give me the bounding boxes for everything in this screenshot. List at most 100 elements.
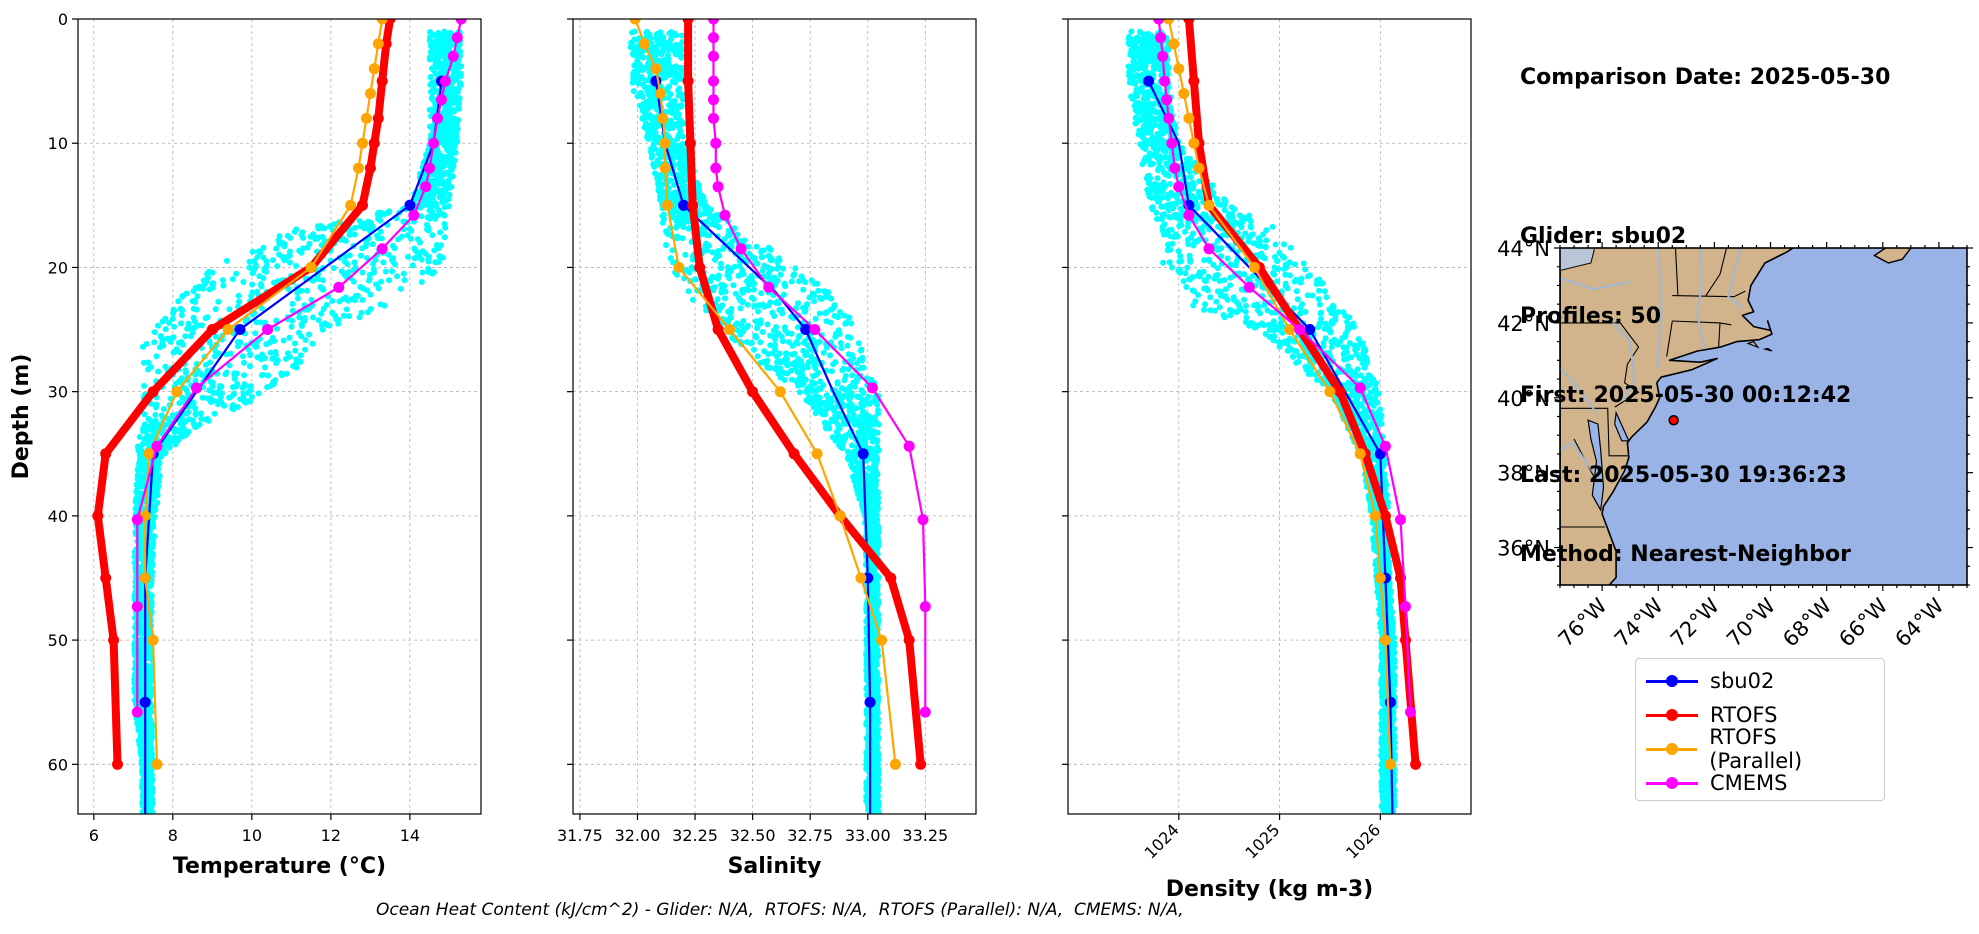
glider-scatter-point: [744, 301, 751, 308]
glider-scatter-point: [151, 533, 158, 540]
glider-scatter-point: [166, 320, 173, 326]
glider-scatter-point: [803, 397, 810, 404]
glider-scatter-point: [428, 177, 435, 184]
glider-scatter-point: [777, 374, 784, 381]
glider-scatter-point: [207, 378, 214, 385]
glider-scatter-point: [274, 357, 281, 364]
series-marker: [376, 75, 388, 87]
glider-scatter-point: [257, 319, 264, 326]
glider-scatter-point: [874, 401, 881, 408]
glider-scatter-point: [149, 809, 156, 814]
glider-scatter-point: [351, 231, 358, 238]
glider-scatter-point: [728, 305, 735, 312]
glider-scatter-point: [223, 257, 230, 264]
glider-scatter-point: [836, 410, 843, 417]
series-rtofs-parallel-: [139, 19, 388, 770]
glider-scatter-point: [434, 31, 441, 38]
series-marker: [432, 112, 443, 124]
glider-scatter-point: [788, 278, 795, 285]
glider-scatter-point: [816, 310, 823, 317]
glider-scatter-point: [178, 320, 184, 327]
glider-scatter-point: [788, 361, 795, 368]
series-marker: [305, 261, 317, 273]
glider-scatter-point: [862, 419, 869, 426]
glider-scatter-point: [456, 100, 462, 107]
glider-scatter-point: [440, 211, 447, 218]
glider-scatter-point: [257, 249, 264, 256]
series-marker: [147, 634, 159, 646]
glider-scatter-point: [804, 364, 811, 371]
glider-scatter-point: [646, 103, 653, 109]
glider-scatter-point: [420, 200, 427, 207]
glider-scatter-point: [682, 146, 688, 153]
glider-scatter-point: [263, 258, 270, 265]
glider-scatter-point: [665, 45, 672, 52]
glider-scatter-point: [862, 415, 869, 422]
glider-scatter-point: [716, 252, 723, 259]
glider-scatter-point: [431, 56, 438, 63]
glider-scatter-point: [196, 421, 203, 428]
glider-scatter-point: [193, 306, 200, 313]
glider-scatter-point: [736, 262, 743, 269]
glider-scatter-point: [678, 52, 685, 59]
glider-scatter-point: [241, 359, 247, 366]
glider-scatter-point: [244, 389, 251, 396]
glider-scatter-point: [294, 295, 301, 302]
glider-scatter-point: [296, 314, 303, 321]
glider-scatter-point: [785, 339, 792, 345]
glider-scatter-point: [837, 340, 844, 346]
glider-scatter-point: [318, 310, 325, 317]
glider-scatter-point: [430, 187, 437, 194]
glider-scatter-point: [345, 297, 352, 304]
axes-frame: [77, 18, 482, 815]
glider-scatter-point: [151, 339, 158, 346]
glider-scatter-point: [254, 254, 261, 261]
glider-scatter-point: [659, 213, 666, 219]
glider-scatter-point: [629, 29, 635, 36]
glider-scatter-point: [359, 297, 366, 303]
glider-scatter-point: [154, 499, 161, 506]
glider-scatter-point: [450, 108, 457, 115]
glider-scatter-point: [442, 57, 449, 63]
series-line: [144, 19, 384, 766]
glider-scatter-point: [356, 218, 363, 224]
glider-scatter-point: [234, 380, 241, 387]
glider-scatter-point: [784, 356, 790, 363]
glider-scatter-point: [148, 677, 155, 683]
glider-scatter-point: [789, 351, 796, 358]
glider-scatter-point: [817, 378, 824, 385]
glider-scatter-point: [764, 357, 771, 364]
glider-scatter-point: [714, 296, 721, 303]
glider-scatter-point: [192, 377, 199, 384]
glider-scatter-point: [375, 209, 382, 216]
glider-scatter-point: [136, 739, 143, 746]
glider-scatter-point: [239, 384, 246, 391]
glider-scatter-point: [190, 401, 197, 408]
glider-scatter-point: [176, 349, 183, 356]
x-tick-label: 12: [321, 826, 341, 845]
glider-scatter-point: [253, 343, 260, 350]
glider-scatter-point: [846, 408, 853, 415]
glider-scatter-point: [672, 63, 679, 70]
glider-scatter-point: [233, 270, 240, 277]
glider-scatter-point: [430, 85, 437, 92]
glider-scatter-point: [433, 213, 440, 219]
glider-scatter-point: [432, 51, 439, 58]
glider-scatter-point: [857, 394, 864, 401]
glider-scatter-point: [179, 292, 186, 299]
glider-scatter-point: [191, 324, 198, 331]
glider-scatter-point: [745, 243, 752, 250]
glider-scatter-point: [671, 182, 678, 188]
glider-scatter-point: [203, 361, 209, 368]
glider-scatter-point: [836, 424, 842, 431]
glider-scatter-point: [743, 339, 750, 345]
glider-scatter-point: [272, 351, 279, 358]
glider-scatter-point: [293, 263, 299, 269]
glider-scatter-point: [436, 194, 443, 201]
glider-scatter-point: [808, 358, 815, 365]
glider-scatter-point: [842, 435, 849, 442]
glider-scatter-point: [857, 347, 864, 354]
glider-scatter-point: [664, 88, 671, 95]
series-marker: [455, 19, 467, 25]
